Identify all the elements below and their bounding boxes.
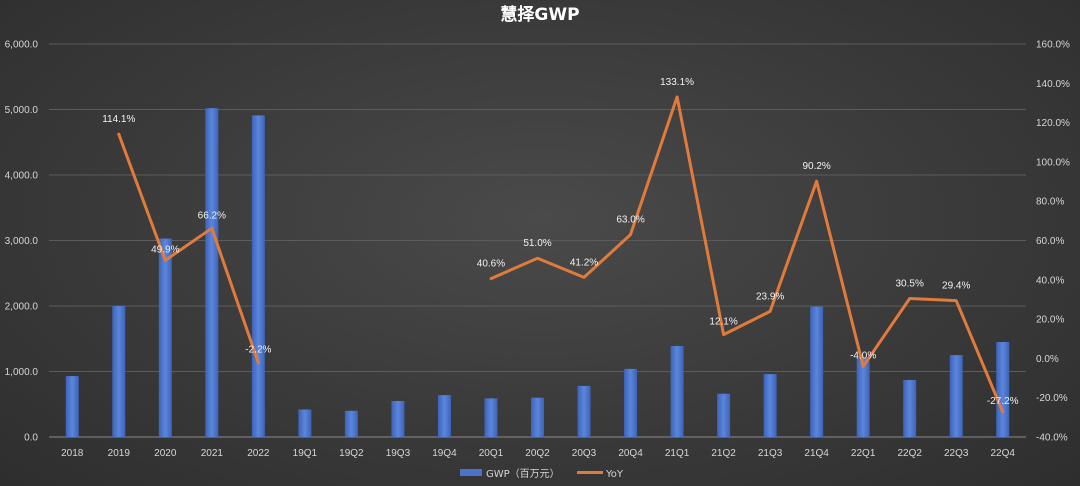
x-tick-label: 19Q3	[386, 448, 411, 459]
right-tick-label: -20.0%	[1036, 393, 1068, 404]
right-tick-label: 60.0%	[1036, 236, 1064, 247]
x-axis: 2018 2019 2020 2021 2022 19Q1 19Q2 19Q3 19Q4 20Q1…	[61, 448, 1015, 459]
bar	[577, 385, 591, 437]
right-axis: -40.0% -20.0% 0.0% 20.0% 40.0% 60.0% 80.0% 100.…	[1036, 40, 1070, 444]
legend-bar-swatch	[460, 469, 482, 476]
x-tick-label: 19Q1	[293, 448, 318, 459]
bar	[624, 368, 638, 437]
left-tick-label: 2,000.0	[5, 302, 39, 313]
bar	[484, 398, 498, 437]
yoy-data-label: 12.1%	[709, 317, 737, 328]
x-tick-label: 20Q4	[618, 448, 643, 459]
bar	[391, 400, 405, 437]
x-tick-label: 22Q4	[991, 448, 1016, 459]
yoy-data-label: -4.0%	[850, 350, 876, 361]
yoy-data-label: 114.1%	[102, 114, 135, 125]
x-tick-label: 2018	[61, 448, 84, 459]
right-tick-label: 140.0%	[1036, 79, 1070, 90]
x-tick-label: 2022	[247, 448, 270, 459]
x-tick-label: 20Q2	[525, 448, 550, 459]
right-tick-label: 0.0%	[1036, 354, 1059, 365]
left-tick-label: 0.0	[24, 433, 38, 444]
bar	[903, 380, 917, 437]
yoy-data-label: 133.1%	[660, 77, 694, 88]
yoy-data-label: -2.2%	[245, 345, 271, 356]
bar	[65, 376, 79, 437]
left-tick-label: 4,000.0	[5, 171, 39, 182]
yoy-data-label: 40.6%	[477, 259, 505, 270]
x-tick-label: 22Q2	[897, 448, 922, 459]
yoy-data-label: 51.0%	[523, 238, 551, 249]
bar	[112, 306, 126, 437]
yoy-data-label: -27.2%	[987, 396, 1019, 407]
x-tick-label: 21Q2	[711, 448, 736, 459]
x-tick-label: 2021	[201, 448, 224, 459]
yoy-data-label: 66.2%	[198, 210, 226, 221]
yoy-data-label: 29.4%	[942, 281, 970, 292]
right-tick-label: 20.0%	[1036, 315, 1064, 326]
yoy-data-label: 30.5%	[896, 278, 924, 289]
line-series	[117, 95, 1005, 414]
right-tick-label: 80.0%	[1036, 197, 1064, 208]
x-tick-label: 20Q3	[572, 448, 597, 459]
x-tick-label: 21Q3	[758, 448, 783, 459]
bar-series	[65, 108, 1010, 438]
x-tick-label: 19Q4	[432, 448, 457, 459]
yoy-data-label: 49.9%	[151, 244, 179, 255]
x-tick-label: 22Q1	[851, 448, 876, 459]
bar	[717, 393, 731, 437]
chart-title: 慧择GWP	[500, 4, 579, 25]
legend: GWP（百万元） YoY	[460, 468, 624, 480]
x-tick-label: 20Q1	[479, 448, 504, 459]
bar	[298, 409, 312, 437]
yoy-line-segment	[489, 95, 1005, 414]
right-tick-label: 100.0%	[1036, 157, 1070, 168]
yoy-data-label: 63.0%	[616, 215, 644, 226]
x-tick-label: 19Q2	[339, 448, 364, 459]
bar	[810, 306, 824, 437]
left-tick-label: 6,000.0	[5, 40, 39, 51]
yoy-data-label: 23.9%	[756, 291, 784, 302]
bar	[670, 345, 684, 437]
yoy-data-label: 90.2%	[802, 161, 830, 172]
bar	[437, 395, 451, 437]
bar	[856, 357, 870, 437]
bar	[996, 342, 1010, 437]
left-tick-label: 5,000.0	[5, 105, 39, 116]
right-tick-label: 160.0%	[1036, 40, 1070, 51]
left-axis: 0.0 1,000.0 2,000.0 3,000.0 4,000.0 5,000.0 6,…	[5, 40, 39, 444]
x-tick-label: 2020	[154, 448, 177, 459]
bar	[531, 397, 544, 437]
right-tick-label: -40.0%	[1036, 433, 1068, 444]
legend-line-swatch	[577, 471, 603, 474]
bar	[763, 374, 777, 437]
bar	[949, 355, 963, 437]
left-tick-label: 1,000.0	[5, 367, 39, 378]
right-tick-label: 120.0%	[1036, 118, 1070, 129]
legend-line-label: YoY	[605, 469, 624, 480]
x-tick-label: 22Q3	[944, 448, 969, 459]
x-tick-label: 21Q1	[665, 448, 690, 459]
bar	[158, 238, 172, 437]
bar	[205, 108, 219, 437]
left-tick-label: 3,000.0	[5, 236, 39, 247]
bar	[251, 115, 265, 438]
legend-bar-label: GWP（百万元）	[486, 468, 560, 480]
x-tick-label: 2019	[108, 448, 131, 459]
yoy-data-label: 41.2%	[570, 257, 598, 268]
yoy-line-segment	[117, 132, 260, 365]
right-tick-label: 40.0%	[1036, 275, 1064, 286]
x-tick-label: 21Q4	[804, 448, 829, 459]
bar	[344, 410, 358, 437]
data-labels: 114.1% 49.9% 66.2% -2.2% 40.6% 51.0% 41.2% 63.0…	[102, 77, 1018, 407]
